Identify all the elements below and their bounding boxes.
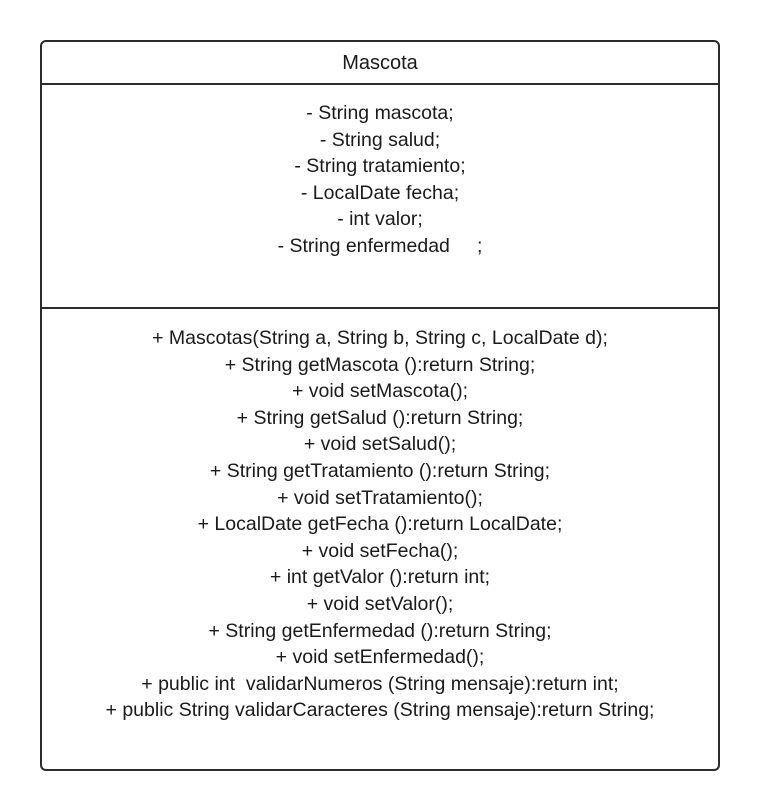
attribute: - String salud; <box>319 128 441 151</box>
methods-compartment: + Mascotas(String a, String b, String c,… <box>42 309 718 769</box>
method: + LocalDate getFecha ():return LocalDate… <box>197 513 563 536</box>
method: + public int validarNumeros (String mens… <box>141 672 619 695</box>
class-name: Mascota <box>342 52 418 74</box>
method: + int getValor ():return int; <box>269 566 491 589</box>
uml-class-box: Mascota - String mascota; - String salud… <box>40 40 720 771</box>
method: + void setEnfermedad(); <box>275 646 485 669</box>
method: + String getMascota ():return String; <box>224 353 536 376</box>
method: + void setMascota(); <box>291 380 469 403</box>
attribute: - LocalDate fecha; <box>300 181 460 204</box>
class-name-compartment: Mascota <box>42 42 718 85</box>
method: + String getTratamiento ():return String… <box>209 459 551 482</box>
method: + void setSalud(); <box>303 433 457 456</box>
attribute: - int valor; <box>337 208 423 231</box>
method: + void setValor(); <box>306 592 454 615</box>
method: + String getEnfermedad ():return String; <box>208 619 552 642</box>
attributes-compartment: - String mascota; - String salud; - Stri… <box>42 85 718 309</box>
method: + void setFecha(); <box>301 539 459 562</box>
attribute: - String mascota; <box>306 102 454 124</box>
attribute: - String enfermedad ; <box>277 234 483 257</box>
attribute: - String tratamiento; <box>294 155 466 178</box>
method: + public String validarCaracteres (Strin… <box>105 699 655 722</box>
method: + String getSalud ():return String; <box>236 406 524 429</box>
method: + void setTratamiento(); <box>277 486 483 509</box>
method: + Mascotas(String a, String b, String c,… <box>152 327 608 349</box>
